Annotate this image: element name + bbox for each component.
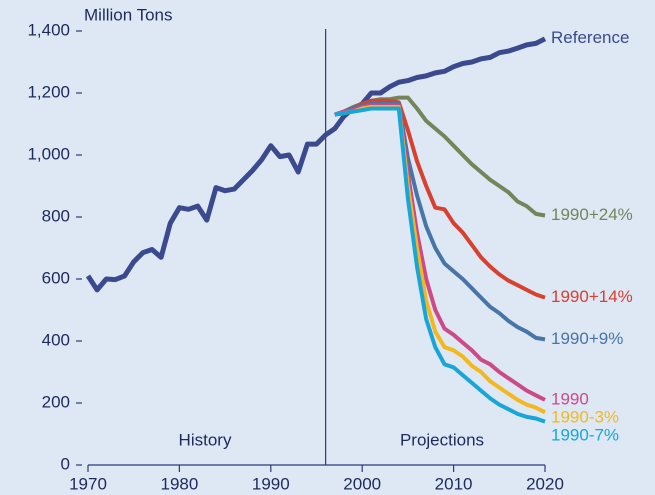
y-axis-label: Million Tons	[84, 5, 173, 24]
y-tick-label: 800	[42, 206, 70, 225]
x-tick-label: 2010	[435, 474, 473, 493]
series-label: 1990+14%	[551, 287, 633, 306]
y-tick-label: 600	[42, 268, 70, 287]
x-tick-label: 1970	[69, 474, 107, 493]
series-label: 1990+9%	[551, 329, 623, 348]
series-label: 1990	[551, 389, 589, 408]
y-tick-label: 1,000	[27, 144, 70, 163]
y-tick-label: 1,400	[27, 20, 70, 39]
series-label: 1990-7%	[551, 425, 619, 444]
series-label: Reference	[551, 28, 629, 47]
series-line	[85, 36, 547, 293]
x-tick-label: 1990	[252, 474, 290, 493]
x-tick-label: 2000	[343, 474, 381, 493]
y-tick-label: 1,200	[27, 82, 70, 101]
y-tick-label: 400	[42, 330, 70, 349]
x-tick-label: 2020	[526, 474, 564, 493]
series-line	[334, 101, 546, 342]
annotation: History	[179, 430, 232, 449]
annotation: Projections	[400, 430, 484, 449]
x-tick-label: 1980	[160, 474, 198, 493]
y-tick-label: 200	[42, 392, 70, 411]
series-label: 1990+24%	[551, 205, 633, 224]
y-tick-label: 0	[61, 454, 70, 473]
series-line	[334, 98, 546, 300]
series-line	[334, 106, 546, 424]
series-line	[334, 95, 546, 218]
series-label: 1990-3%	[551, 407, 619, 426]
